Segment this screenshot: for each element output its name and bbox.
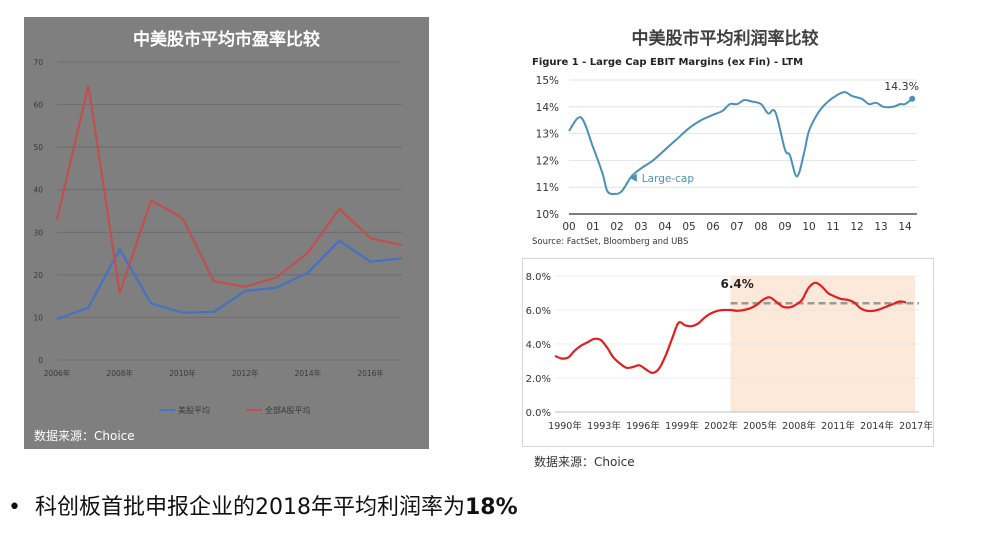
fig1-x-tick-label: 03 (634, 221, 647, 233)
bottom-chart-source: 数据来源：Choice (534, 455, 635, 469)
fig1-x-tick-label: 10 (802, 221, 815, 233)
pe-chart-title: 中美股市平均市盈率比较 (133, 30, 320, 50)
pe-y-tick-label: 60 (33, 101, 43, 110)
margin-x-tick-label: 2005年 (743, 420, 777, 432)
average-value-label: 6.4% (721, 277, 754, 291)
pe-chart-plot: 0 10 20 30 40 50 60 70 2006年 2008年 2010年 2012年 2014年… (33, 58, 403, 415)
pe-y-tick-label: 50 (33, 143, 43, 152)
margin-y-tick-label: 2.0% (526, 374, 551, 385)
margin-y-tick-label: 6.0% (526, 306, 551, 317)
margin-y-tick-label: 0.0% (526, 408, 551, 419)
pe-x-tick-label: 2012年 (232, 368, 259, 378)
fig1-series-line (568, 91, 913, 195)
fig1-series-label: Large-cap (642, 173, 695, 185)
fig1-y-tick-label: 15% (536, 75, 559, 87)
pe-y-tick-label: 30 (33, 228, 43, 237)
fig1-x-tick-label: 00 (562, 221, 575, 233)
fig1-plot: 10% 11% 12% 13% 14% 15% 00 01 02 03 04 05 06 07 08 09 10… (536, 75, 919, 233)
fig1-x-tick-label: 05 (682, 221, 695, 233)
pe-x-tick-label: 2006年 (44, 368, 71, 378)
fig1-title: Figure 1 - Large Cap EBIT Margins (ex Fi… (532, 57, 804, 68)
fig1-series-pointer-icon (629, 173, 637, 182)
bullet-marker: • (8, 495, 21, 520)
bullet-point: • 科创板首批申报企业的2018年平均利润率为18% (8, 489, 518, 521)
margin-y-tick-label: 4.0% (526, 340, 551, 351)
bullet-highlight: 18% (464, 495, 518, 520)
fig1-x-tick-label: 13 (874, 221, 887, 233)
pe-chart-source: 数据来源：Choice (34, 429, 135, 443)
margin-x-tick-label: 2014年 (860, 420, 894, 432)
bullet-text: 科创板首批申报企业的2018年平均利润率为 (34, 495, 465, 520)
pe-x-tick-label: 2008年 (106, 368, 133, 378)
margin-chart-frame (522, 258, 934, 447)
pe-x-tick-label: 2016年 (357, 368, 384, 378)
fig1-end-value-label: 14.3% (884, 80, 919, 93)
margin-x-tick-label: 2017年 (899, 420, 933, 432)
margin-x-tick-label: 1990年 (548, 420, 582, 432)
margin-y-tick-label: 8.0% (526, 272, 551, 283)
margin-x-tick-label: 1999年 (665, 420, 699, 432)
fig1-x-tick-label: 08 (754, 221, 767, 233)
fig1-endpoint-marker (909, 95, 916, 102)
pe-y-tick-label: 40 (33, 186, 43, 195)
fig1-x-tick-label: 07 (730, 221, 743, 233)
fig1-y-tick-label: 14% (536, 102, 559, 114)
pe-legend-label-0: 美股平均 (178, 405, 210, 415)
margin-x-tick-label: 2011年 (821, 420, 855, 432)
pe-legend-label-1: 全部A股平均 (265, 405, 310, 415)
fig1-y-tick-label: 10% (536, 209, 559, 221)
pe-chart-panel: 中美股市平均市盈率比较 0 10 20 30 40 50 60 70 2006年 2008年 201… (24, 17, 429, 449)
fig1-x-tick-label: 01 (586, 221, 599, 233)
fig1-y-tick-label: 13% (536, 129, 559, 141)
fig1-x-tick-label: 02 (610, 221, 623, 233)
pe-y-tick-label: 10 (33, 313, 43, 322)
fig1-x-tick-label: 09 (778, 221, 791, 233)
margin-x-tick-label: 1996年 (626, 420, 660, 432)
margin-comparison-title: 中美股市平均利润率比较 (631, 29, 819, 49)
pe-y-tick-label: 0 (38, 356, 43, 365)
pe-x-tick-label: 2014年 (295, 368, 322, 378)
margin-x-tick-label: 2008年 (782, 420, 816, 432)
fig1-y-tick-label: 12% (536, 155, 559, 167)
margin-series-line (554, 281, 907, 374)
pe-series-line-0 (56, 239, 403, 321)
fig1-x-tick-label: 14 (898, 221, 912, 233)
a-share-margin-plot: 0.0% 2.0% 4.0% 6.0% 8.0% 1990年 1993年 1996年 1999年… (522, 258, 934, 447)
fig1-x-tick-label: 04 (658, 221, 672, 233)
fig1-y-tick-label: 11% (536, 182, 559, 194)
fig1-x-tick-label: 11 (826, 221, 839, 233)
fig1-source: Source: FactSet, Bloomberg and UBS (532, 237, 689, 247)
fig1-x-tick-label: 06 (706, 221, 720, 233)
fig1-x-tick-label: 12 (850, 221, 863, 233)
pe-series-line-1 (55, 85, 403, 294)
pe-y-tick-label: 20 (33, 271, 43, 280)
margin-x-tick-label: 2002年 (704, 420, 738, 432)
margin-x-tick-label: 1993年 (587, 420, 621, 432)
pe-y-tick-label: 70 (33, 58, 43, 67)
pe-x-tick-label: 2010年 (169, 368, 196, 378)
